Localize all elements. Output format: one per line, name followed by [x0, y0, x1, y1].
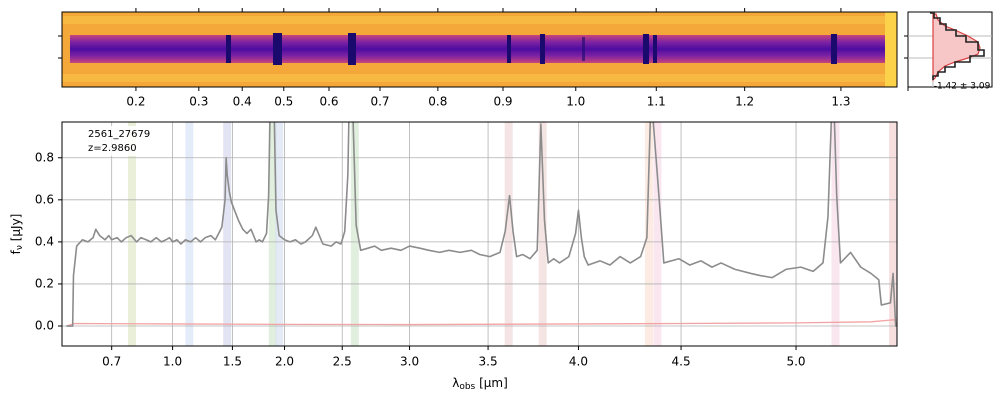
x-label-part: [μm] — [475, 376, 508, 390]
flux-line — [66, 122, 897, 327]
x-label-part: λ — [452, 376, 459, 390]
rest-x-tick-label: 0.9 — [493, 95, 512, 109]
line-band — [644, 122, 653, 346]
y-tick-label: 0.2 — [35, 276, 54, 290]
trace-band — [70, 35, 885, 63]
profile-model — [932, 13, 981, 82]
line-band — [889, 122, 898, 346]
rest-x-tick-label: 0.4 — [233, 95, 252, 109]
line-band — [128, 122, 137, 346]
image-texture — [62, 16, 897, 24]
emission-features — [226, 33, 837, 65]
x-tick-label: 4.0 — [569, 355, 588, 369]
line-band — [268, 122, 277, 346]
y-axis-label: fν [μJy] — [9, 214, 25, 255]
rest-x-tick-label: 0.8 — [428, 95, 447, 109]
line-band — [504, 122, 513, 346]
feature — [653, 35, 657, 63]
line-band — [223, 122, 232, 346]
annotation-box — [80, 126, 148, 156]
x-tick-label: 0.7 — [102, 355, 121, 369]
y-label-sub: ν — [15, 245, 25, 250]
rest-x-tick-label: 1.0 — [566, 95, 585, 109]
feature — [643, 34, 649, 64]
rest-x-tick-label: 0.6 — [319, 95, 338, 109]
x-axis-label: λobs [μm] — [452, 376, 508, 392]
x-tick-label: 2.5 — [333, 355, 352, 369]
rest-x-tick-label: 1.2 — [735, 95, 754, 109]
x-tick-label: 4.5 — [672, 355, 691, 369]
x-tick-label: 5.0 — [786, 355, 805, 369]
plot-frame — [61, 121, 898, 347]
feature — [507, 35, 511, 63]
rest-x-tick-label: 0.3 — [189, 95, 208, 109]
feature — [348, 33, 356, 65]
spectrum-2d — [58, 11, 898, 88]
profile-panel: -1.42 ± 3.09 — [904, 11, 993, 92]
line-band — [653, 122, 662, 346]
rest-x-tick-label: 0.5 — [274, 95, 293, 109]
image-texture — [62, 74, 897, 82]
line-band — [831, 122, 840, 346]
feature — [540, 34, 545, 64]
image-frame — [61, 11, 898, 88]
grid — [62, 122, 897, 346]
y-tick-label: 0.8 — [35, 150, 54, 164]
image-edge — [885, 12, 897, 87]
plot-area — [62, 122, 897, 346]
spectrum-lines — [66, 122, 897, 327]
line-band — [185, 122, 194, 346]
x-tick-label: 3.5 — [479, 355, 498, 369]
line-band — [538, 122, 547, 346]
redshift-label: z=2.9860 — [88, 143, 137, 154]
error-line — [66, 319, 897, 327]
object-id: 2561_27679 — [88, 129, 150, 140]
profile-label: -1.42 ± 3.09 — [934, 82, 991, 92]
y-label-part: f — [9, 249, 23, 254]
x-tick-label: 2.0 — [275, 355, 294, 369]
feature — [226, 35, 231, 63]
rest-x-tick-label: 1.1 — [647, 95, 666, 109]
feature — [831, 34, 837, 64]
x-tick-label: 1.0 — [163, 355, 182, 369]
line-band — [350, 122, 359, 346]
x-tick-label: 3.0 — [400, 355, 419, 369]
x-label-sub: obs — [459, 382, 475, 392]
ticks: 0.0 0.2 0.4 0.6 0.8 0.7 1.0 1.5 2.0 2.5 3.0 3.5 4.0 4… — [35, 8, 850, 369]
y-tick-label: 0.4 — [35, 234, 54, 248]
feature — [273, 33, 282, 65]
rest-x-tick-label: 1.3 — [831, 95, 850, 109]
feature — [582, 37, 585, 61]
x-tick-label: 1.5 — [223, 355, 242, 369]
rest-x-tick-label: 0.7 — [370, 95, 389, 109]
rest-x-tick-label: 0.2 — [126, 95, 145, 109]
y-label-part: [μJy] — [9, 214, 23, 245]
y-tick-label: 0.0 — [35, 319, 54, 333]
profile-data — [930, 12, 985, 80]
y-tick-label: 0.6 — [35, 192, 54, 206]
